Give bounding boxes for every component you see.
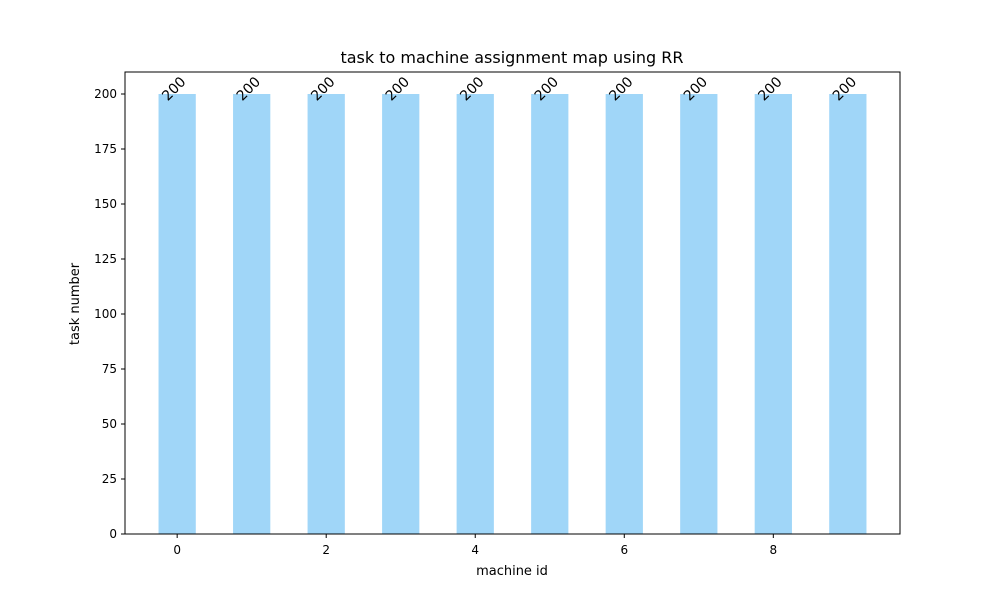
- y-axis-ticks: 0 25 50 75 100 125 150 175 200: [94, 87, 125, 541]
- x-tick-label: 4: [471, 543, 479, 557]
- bars-group: [158, 94, 867, 534]
- y-tick-label: 150: [94, 197, 117, 211]
- bar-machine-5: [531, 94, 569, 534]
- y-tick-label: 175: [94, 142, 117, 156]
- bar-machine-7: [680, 94, 718, 534]
- bar-machine-2: [307, 94, 345, 534]
- x-tick-label: 6: [620, 543, 628, 557]
- bar-machine-3: [382, 94, 420, 534]
- bar-machine-8: [754, 94, 792, 534]
- bar-machine-0: [158, 94, 196, 534]
- bar-machine-6: [605, 94, 643, 534]
- y-tick-label: 50: [102, 417, 117, 431]
- y-tick-label: 25: [102, 472, 117, 486]
- x-tick-label: 0: [173, 543, 181, 557]
- x-axis-label: machine id: [476, 564, 548, 579]
- x-axis-ticks: 0 2 4 6 8: [173, 534, 777, 557]
- y-axis-label: task number: [68, 262, 83, 345]
- bar-machine-4: [456, 94, 494, 534]
- bar-machine-9: [829, 94, 867, 534]
- x-tick-label: 2: [322, 543, 330, 557]
- y-tick-label: 100: [94, 307, 117, 321]
- bar-machine-1: [233, 94, 271, 534]
- y-tick-label: 200: [94, 87, 117, 101]
- y-tick-label: 75: [102, 362, 117, 376]
- y-tick-label: 0: [109, 527, 117, 541]
- chart-title: task to machine assignment map using RR: [340, 48, 683, 67]
- plot-frame: [124, 71, 901, 535]
- x-tick-label: 8: [769, 543, 777, 557]
- y-tick-label: 125: [94, 252, 117, 266]
